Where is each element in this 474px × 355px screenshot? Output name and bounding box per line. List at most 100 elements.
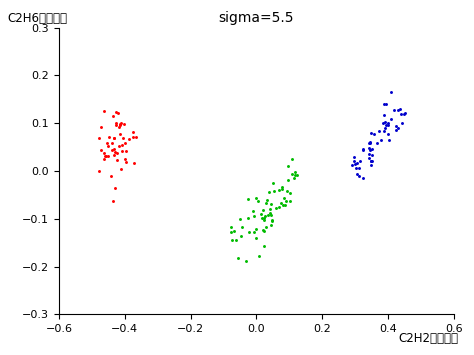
Point xyxy=(267,222,275,228)
Point xyxy=(277,200,284,206)
Point xyxy=(384,120,392,126)
Point xyxy=(238,224,246,230)
Point xyxy=(290,175,298,181)
Point xyxy=(394,107,402,113)
Point xyxy=(234,255,241,261)
Point xyxy=(392,127,400,132)
Point xyxy=(120,121,128,127)
Point xyxy=(381,119,389,125)
Point xyxy=(265,189,273,195)
Point xyxy=(228,237,236,243)
Point xyxy=(118,148,126,154)
Point xyxy=(268,218,275,223)
Point xyxy=(260,228,268,234)
Point xyxy=(367,130,375,136)
Point xyxy=(288,156,296,162)
Point xyxy=(352,165,360,171)
Point xyxy=(102,153,110,158)
Point xyxy=(249,208,257,214)
Point xyxy=(355,165,363,171)
Point xyxy=(289,171,296,177)
Point xyxy=(227,224,235,230)
Point xyxy=(257,212,264,217)
Point xyxy=(350,154,358,159)
Point xyxy=(117,166,124,171)
Point xyxy=(367,162,375,168)
Point xyxy=(227,230,235,235)
Point xyxy=(95,168,103,173)
Title: sigma=5.5: sigma=5.5 xyxy=(219,11,294,25)
Point xyxy=(261,243,268,249)
Point xyxy=(287,198,294,204)
Point xyxy=(261,213,269,218)
Point xyxy=(370,131,378,137)
Point xyxy=(237,234,245,239)
Point xyxy=(368,158,376,164)
Point xyxy=(97,125,105,130)
Point xyxy=(237,217,244,222)
Point xyxy=(97,147,105,153)
Point xyxy=(266,206,274,212)
Point xyxy=(112,120,119,125)
Point xyxy=(111,149,119,155)
Point xyxy=(110,152,118,158)
Point xyxy=(252,226,260,232)
Point xyxy=(105,134,113,140)
Point xyxy=(379,120,387,126)
Point xyxy=(380,113,387,118)
Point xyxy=(355,173,363,179)
Point xyxy=(259,227,266,233)
Point xyxy=(118,120,125,126)
Point xyxy=(282,198,290,204)
Point xyxy=(397,106,404,112)
Point xyxy=(255,253,263,259)
Point xyxy=(125,136,132,142)
Point xyxy=(122,149,129,154)
Point xyxy=(367,158,374,164)
Point xyxy=(258,215,265,221)
Point xyxy=(233,237,240,243)
Point xyxy=(267,201,275,206)
Point xyxy=(117,122,124,128)
Point xyxy=(262,225,270,230)
Point xyxy=(129,134,137,140)
Point xyxy=(278,186,285,191)
Point xyxy=(118,142,125,148)
Point xyxy=(276,204,283,210)
Point xyxy=(367,158,374,164)
Point xyxy=(292,173,299,178)
Point xyxy=(375,129,383,134)
Point xyxy=(359,146,367,152)
Point xyxy=(401,111,408,117)
Point xyxy=(401,110,409,116)
Point xyxy=(262,200,270,206)
Point xyxy=(250,229,257,235)
Point xyxy=(283,188,291,193)
Point xyxy=(270,189,278,194)
Point xyxy=(264,212,272,218)
Point xyxy=(95,135,102,141)
Point xyxy=(121,157,128,162)
Point xyxy=(359,175,366,180)
Point xyxy=(116,121,124,127)
Point xyxy=(272,206,279,211)
Point xyxy=(113,157,121,163)
Point xyxy=(387,89,394,95)
Point xyxy=(382,102,390,107)
Point xyxy=(100,151,107,156)
Point xyxy=(374,140,381,146)
Point xyxy=(352,161,359,167)
Point xyxy=(279,202,287,208)
Point xyxy=(366,140,374,145)
Point xyxy=(254,198,262,204)
Point xyxy=(119,135,127,141)
Point xyxy=(365,146,373,151)
Point xyxy=(122,140,129,146)
Point xyxy=(260,215,268,220)
Point xyxy=(365,151,373,157)
Point xyxy=(367,147,374,153)
Point xyxy=(267,210,274,216)
Point xyxy=(380,128,387,133)
Point xyxy=(245,197,252,202)
Point xyxy=(129,129,137,135)
